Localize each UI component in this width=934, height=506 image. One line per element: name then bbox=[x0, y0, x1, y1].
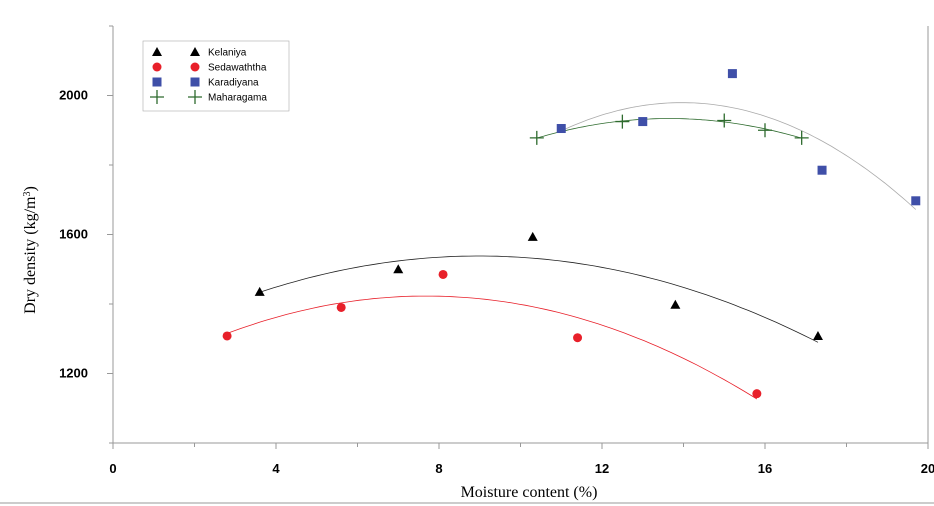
point-sedawaththa bbox=[752, 389, 762, 399]
point-sedawaththa bbox=[438, 269, 448, 279]
x-tick-label: 4 bbox=[272, 461, 280, 476]
point-kelaniya bbox=[670, 299, 681, 309]
legend-marker-karadiyana bbox=[152, 77, 162, 87]
x-tick-label: 0 bbox=[109, 461, 116, 476]
legend-marker-kelaniya bbox=[190, 47, 200, 56]
point-sedawaththa bbox=[222, 331, 232, 341]
point-maharagama bbox=[758, 123, 772, 138]
point-karadiyana bbox=[638, 117, 648, 127]
fit-curve-sedawaththa bbox=[226, 295, 758, 400]
legend-label-karadiyana: Karadiyana bbox=[208, 78, 259, 89]
x-tick-label: 20 bbox=[921, 461, 934, 476]
legend-box bbox=[142, 40, 290, 112]
legend-marker-sedawaththa bbox=[190, 62, 200, 72]
point-karadiyana bbox=[817, 165, 827, 175]
legend-marker-kelaniya bbox=[152, 47, 162, 56]
point-kelaniya bbox=[393, 264, 404, 274]
y-axis-label-main: Dry density (kg/m bbox=[22, 196, 39, 314]
legend-marker-maharagama bbox=[188, 90, 202, 104]
point-karadiyana bbox=[556, 124, 566, 134]
legend-marker-sedawaththa bbox=[152, 62, 162, 72]
x-tick-label: 8 bbox=[435, 461, 442, 476]
fit-curve-karadiyana bbox=[561, 102, 917, 210]
legend: Kelaniya Sedawaththa Karadiyana Maharagama bbox=[142, 40, 290, 112]
point-maharagama bbox=[529, 130, 544, 145]
point-maharagama bbox=[794, 130, 809, 145]
point-karadiyana bbox=[727, 69, 737, 79]
y-axis-label: Dry density (kg/m3) bbox=[22, 186, 40, 314]
fitted-curves bbox=[226, 102, 917, 400]
y-ticks: 1200 1600 2000 bbox=[59, 25, 113, 444]
y-axis-label-sup: 3 bbox=[22, 192, 33, 197]
point-kelaniya bbox=[527, 231, 538, 241]
point-sedawaththa bbox=[336, 302, 346, 312]
x-ticks: 0 4 8 12 16 20 bbox=[109, 443, 934, 476]
legend-marker-karadiyana bbox=[190, 77, 200, 87]
fit-curve-kelaniya bbox=[259, 255, 819, 343]
point-sedawaththa bbox=[573, 333, 583, 343]
point-karadiyana bbox=[911, 196, 921, 206]
x-tick-label: 12 bbox=[595, 461, 609, 476]
point-kelaniya bbox=[812, 330, 823, 340]
legend-label-maharagama: Maharagama bbox=[208, 93, 267, 104]
y-axis-label-end: ) bbox=[22, 186, 39, 191]
legend-marker-maharagama bbox=[150, 90, 164, 104]
x-tick-label: 16 bbox=[758, 461, 772, 476]
point-kelaniya bbox=[254, 286, 265, 296]
data-points bbox=[222, 69, 921, 399]
fit-curve-maharagama bbox=[536, 118, 802, 139]
point-maharagama bbox=[615, 114, 630, 129]
x-axis-label: Moisture content (%) bbox=[461, 484, 598, 501]
point-maharagama bbox=[717, 113, 732, 128]
legend-label-kelaniya: Kelaniya bbox=[208, 48, 247, 59]
legend-label-sedawaththa: Sedawaththa bbox=[208, 63, 267, 74]
y-tick-label: 2000 bbox=[59, 88, 88, 103]
y-tick-label: 1600 bbox=[59, 227, 88, 242]
y-tick-label: 1200 bbox=[59, 366, 88, 381]
